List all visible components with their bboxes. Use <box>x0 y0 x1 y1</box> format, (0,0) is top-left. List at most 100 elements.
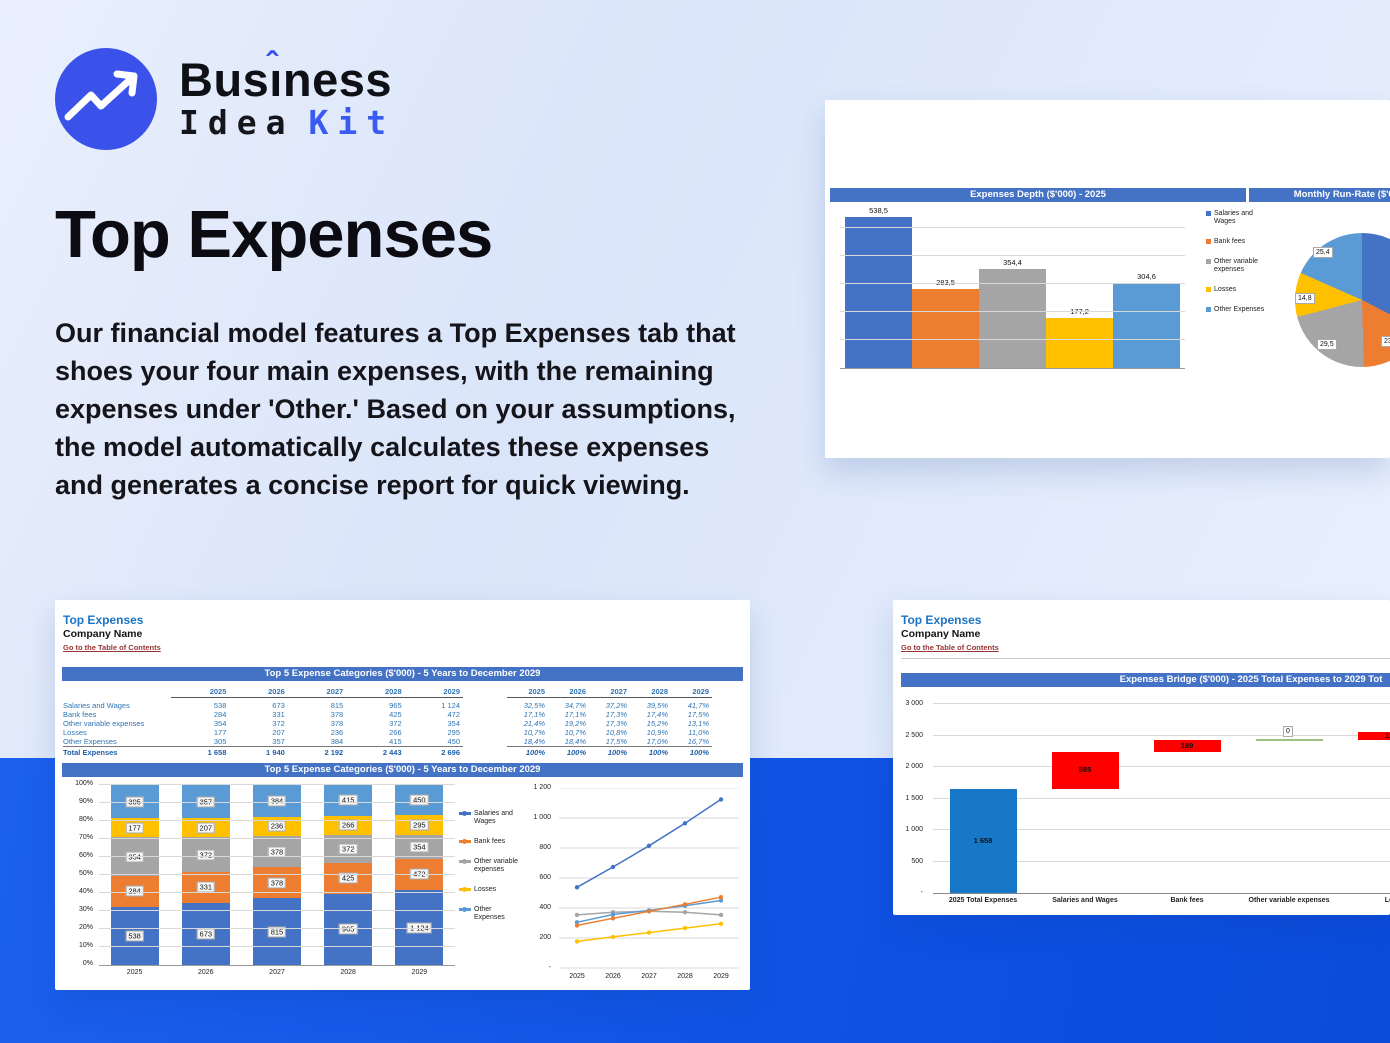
stacked-segment: 354 <box>395 834 444 859</box>
gridline <box>99 820 455 821</box>
table-cell: 415 <box>389 737 402 746</box>
bar-column: 283,5 <box>912 278 979 368</box>
table-total-row: 100% 100% 100% 100% 100% <box>507 746 712 758</box>
x-tick-label: 2025 Total Expenses <box>948 897 1018 904</box>
stacked-bar-chart: 100% 90% 80% 70% 60% 50% 40% 30% 20% 10% 0% 538 284… <box>65 780 461 985</box>
logo-circle <box>55 48 157 150</box>
total-cell: 1 940 <box>266 748 285 757</box>
table-cell: 10,9% <box>646 728 668 737</box>
row-cells: 538 673 815 965 1 124 <box>171 701 463 710</box>
line-plot <box>559 787 739 969</box>
x-tick-label: 2028 <box>340 969 356 976</box>
stacked-segment: 236 <box>252 816 301 837</box>
segment-label: 384 <box>267 795 287 807</box>
row-cells: 32,5% 34,7% 37,2% 39,5% 41,7% <box>507 701 712 710</box>
bar-value-label: 304,6 <box>1137 271 1156 281</box>
segment-label: 965 <box>338 923 358 935</box>
bar-chart-bars: 538,5 283,5 354,4 177,2 304,6 <box>840 206 1185 368</box>
table-of-contents-link[interactable]: Go to the Table of Contents <box>901 643 999 652</box>
stacked-column: 538284354177305 <box>110 785 159 965</box>
segment-label: 538 <box>125 930 144 942</box>
y-tick-label: 1 000 <box>533 814 551 821</box>
table-header-bar: Top 5 Expense Categories ($'000) - 5 Yea… <box>62 667 743 681</box>
row-cells: 284 331 378 425 472 <box>171 710 463 719</box>
legend-item: Losses <box>459 886 521 894</box>
y-tick-label: 0% <box>82 960 93 967</box>
y-tick-label: 60% <box>78 852 93 859</box>
logo-text: Bus ˆ ıness Idea Kit <box>179 46 396 142</box>
data-point <box>574 885 580 890</box>
y-tick-label: 20% <box>78 924 93 931</box>
table-cell: 177 <box>213 728 227 737</box>
line-chart-svg <box>559 787 739 969</box>
segment-label: 372 <box>196 849 216 861</box>
stacked-segment: 378 <box>252 836 301 868</box>
table-cell: 425 <box>389 710 402 719</box>
stacked-x-axis: 2025 2026 2027 2028 2029 <box>99 969 455 976</box>
stacked-segment: 1 124 <box>395 890 444 965</box>
page-title: Top Expenses <box>55 197 493 272</box>
legend-label: Bank fees <box>474 838 506 845</box>
table-cell: 207 <box>272 728 285 737</box>
y-tick-label: 90% <box>78 798 93 805</box>
stacked-segment: 538 <box>110 906 159 965</box>
year-header: 2029 <box>443 686 461 696</box>
table-cell: 17,3% <box>605 719 627 728</box>
legend-item: Other Expenses <box>1206 306 1270 314</box>
chart-header-bar: Top 5 Expense Categories ($'000) - 5 Yea… <box>62 763 743 777</box>
data-point <box>646 909 652 914</box>
table-cell: 10,8% <box>605 728 627 737</box>
table-cell: 354 <box>213 719 227 728</box>
bar <box>1113 282 1180 368</box>
logo-word-ideakit: Idea Kit <box>179 103 396 142</box>
table-cell: 17,5% <box>605 737 627 746</box>
stacked-segment: 450 <box>395 785 444 816</box>
data-point <box>718 921 724 926</box>
y-tick-label: 100% <box>75 780 93 787</box>
data-point <box>646 930 652 935</box>
table-total-row: Total Expenses 1 658 1 940 2 192 2 443 2 696 <box>63 746 463 758</box>
brand-logo: Bus ˆ ıness Idea Kit <box>55 46 396 150</box>
x-tick-label: Los <box>1384 897 1390 904</box>
waterfall-value-label: 189 <box>1180 740 1194 750</box>
segment-label: 354 <box>410 841 429 853</box>
bar-column: 538,5 <box>845 206 912 368</box>
bar-value-label: 538,5 <box>869 206 888 216</box>
x-tick-label: 2026 <box>197 969 214 976</box>
row-label: Losses <box>63 728 87 737</box>
legend-label: Losses <box>1214 286 1237 293</box>
total-cell: 2 696 <box>441 748 461 757</box>
sheet-title: Top Expenses <box>901 613 982 627</box>
legend-marker <box>459 907 471 912</box>
legend-marker-dot <box>462 887 467 892</box>
legend-swatch <box>1206 239 1211 244</box>
table-cell: 17,1% <box>564 710 586 719</box>
gridline <box>840 255 1185 256</box>
segment-label: 305 <box>125 796 144 808</box>
legend-label: Other Expenses <box>1214 306 1265 313</box>
table-cell: 21,4% <box>523 719 545 728</box>
stacked-segment: 372 <box>181 837 230 872</box>
total-cell: 1 658 <box>207 748 227 757</box>
stacked-segment: 357 <box>181 785 230 819</box>
year-header: 2027 <box>610 686 627 696</box>
stacked-segment: 965 <box>324 893 373 965</box>
gridline <box>99 892 455 893</box>
segment-label: 266 <box>338 819 358 831</box>
stacked-column: 815 378 378 236 384 <box>252 785 301 965</box>
table-cell: 295 <box>447 728 461 737</box>
panel-expenses-depth: Expenses Depth ($'000) - 2025 Monthly Ru… <box>825 100 1390 458</box>
stacked-segment: 207 <box>181 818 230 838</box>
bridge-header-bar: Expenses Bridge ($'000) - 2025 Total Exp… <box>901 673 1390 687</box>
data-point <box>574 920 580 925</box>
company-name: Company Name <box>901 628 981 640</box>
total-cell: 100% <box>607 748 627 757</box>
stacked-plot: 538 284 354 177 305 673 331 372 207 357 815 378 378 2… <box>99 784 455 966</box>
bar <box>1046 318 1113 368</box>
table-of-contents-link[interactable]: Go to the Table of Contents <box>63 643 161 652</box>
line-y-axis: 1 200 1 000 800 600 400 200 - <box>521 778 553 978</box>
table-cell: 10,7% <box>523 728 545 737</box>
gridline <box>99 784 455 785</box>
legend-marker-dot <box>462 839 467 844</box>
